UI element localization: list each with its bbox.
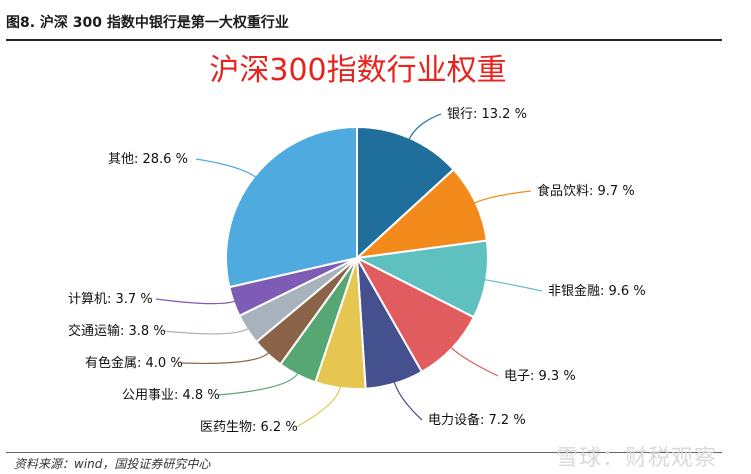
leader-non-bank-finance bbox=[484, 278, 543, 292]
label-pharma-bio: 医药生物: 6.2 % bbox=[200, 420, 298, 435]
top-divider bbox=[6, 39, 722, 41]
label-computer: 计算机: 3.7 % bbox=[68, 292, 153, 307]
leader-bank bbox=[408, 113, 442, 141]
label-food-beverage: 食品饮料: 9.7 % bbox=[537, 183, 635, 199]
slice-other bbox=[225, 125, 358, 289]
figure-caption: 图8. 沪深 300 指数中银行是第一大权重行业 bbox=[6, 15, 289, 31]
label-power-equipment: 电力设备: 7.2 % bbox=[428, 412, 526, 428]
pie-slices bbox=[225, 125, 489, 390]
leader-pharma-bio bbox=[295, 385, 342, 428]
leader-computer bbox=[155, 298, 236, 305]
label-other: 其他: 28.6 % bbox=[108, 152, 188, 167]
leader-food-beverage bbox=[473, 190, 532, 204]
label-nonferrous-metals: 有色金属: 4.0 % bbox=[85, 355, 183, 371]
bottom-divider bbox=[6, 452, 722, 453]
label-non-bank-finance: 非银金融: 9.6 % bbox=[548, 283, 646, 299]
leader-transportation bbox=[164, 327, 250, 335]
leader-power-equipment bbox=[393, 381, 423, 421]
leader-electronics bbox=[449, 346, 499, 377]
leader-lines bbox=[155, 113, 543, 428]
label-transportation: 交通运输: 3.8 % bbox=[68, 323, 166, 339]
leader-other bbox=[195, 158, 257, 179]
source-note: 资料来源：wind，国投证券研究中心 bbox=[14, 457, 211, 471]
leader-nonferrous-metals bbox=[181, 351, 270, 364]
chart-title: 沪深300指数行业权重 bbox=[209, 53, 506, 88]
watermark: 雪球：财税观察 bbox=[556, 446, 718, 471]
slice-labels: 银行: 13.2 % 食品饮料: 9.7 % 非银金融: 9.6 % 电子: 9.3 … bbox=[68, 107, 646, 435]
label-bank: 银行: 13.2 % bbox=[447, 107, 527, 122]
label-electronics: 电子: 9.3 % bbox=[504, 369, 576, 384]
leader-utilities bbox=[218, 372, 299, 396]
label-utilities: 公用事业: 4.8 % bbox=[122, 388, 220, 403]
